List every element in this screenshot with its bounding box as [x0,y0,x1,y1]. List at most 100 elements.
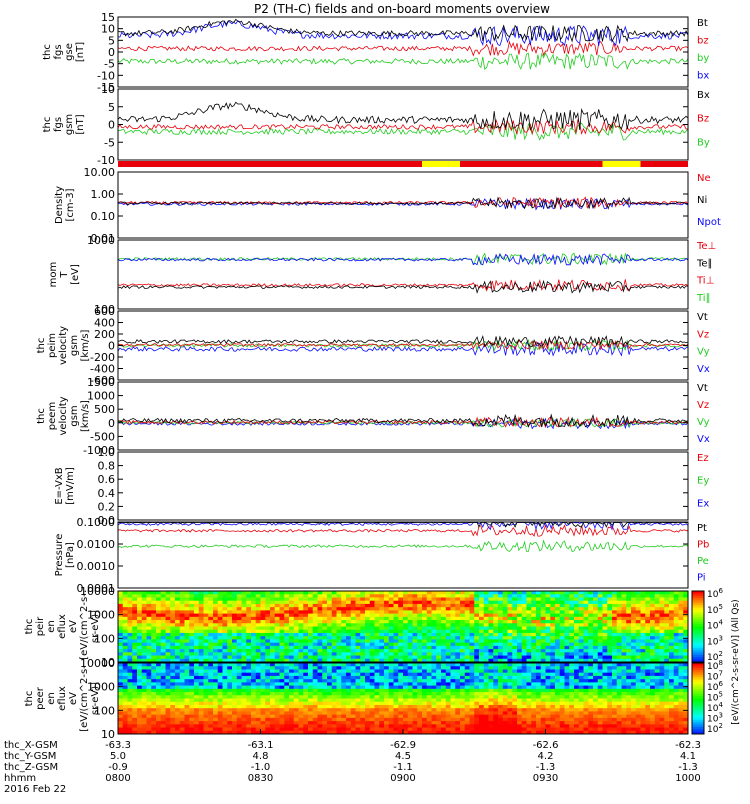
spectrogram-cell [185,721,190,725]
spectrogram-cell [375,699,380,703]
spectrogram-cell [327,636,332,640]
spectrogram-cell [156,649,161,653]
spectrogram-cell [261,610,266,614]
spectrogram-cell [322,636,327,640]
spectrogram-cell [284,601,289,605]
spectrogram-cell [308,692,313,696]
spectrogram-cell [265,702,270,706]
spectrogram-cell [417,711,422,715]
spectrogram-cell [517,711,522,715]
spectrogram-cell [128,682,133,686]
spectrogram-cell [280,610,285,614]
spectrogram-cell [379,676,384,680]
spectrogram-cell [280,639,285,643]
spectrogram-cell [389,649,394,653]
spectrogram-cell [194,639,199,643]
spectrogram-cell [251,679,256,683]
spectrogram-cell [375,695,380,699]
spectrogram-cell [360,639,365,643]
spectrogram-cell [660,591,665,595]
spectrogram-cell [389,666,394,670]
spectrogram-cell [384,679,389,683]
spectrogram-cell [588,597,593,601]
spectrogram-cell [308,666,313,670]
spectrogram-cell [346,591,351,595]
spectrogram-cell [565,666,570,670]
spectrogram-cell [313,718,318,722]
spectrogram-cell [622,630,627,634]
spectrogram-cell [351,689,356,693]
spectrogram-cell [175,636,180,640]
spectrogram-cell [360,649,365,653]
spectrogram-cell [365,620,370,624]
spectrogram-cell [346,652,351,656]
spectrogram-cell [322,666,327,670]
spectrogram-cell [432,721,437,725]
spectrogram-cell [413,711,418,715]
spectrogram-cell [142,682,147,686]
spectrogram-cell [636,649,641,653]
spectrogram-cell [674,614,679,618]
spectrogram-cell [569,627,574,631]
spectrogram-cell [436,728,441,732]
spectrogram-cell [318,666,323,670]
spectrogram-cell [161,676,166,680]
spectrogram-cell [356,705,361,709]
spectrogram-cell [527,728,532,732]
spectrogram-cell [493,711,498,715]
spectrogram-cell [436,705,441,709]
spectrogram-cell [308,711,313,715]
spectrogram-cell [550,607,555,611]
spectrogram-cell [441,689,446,693]
spectrogram-cell [213,682,218,686]
spectrogram-cell [251,649,256,653]
spectrogram-cell [261,699,266,703]
spectrogram-cell [370,656,375,660]
spectrogram-cell [332,699,337,703]
spectrogram-cell [137,692,142,696]
spectrogram-cell [612,630,617,634]
spectrogram-cell [251,607,256,611]
spectrogram-cell [565,686,570,690]
spectrogram-cell [417,718,422,722]
spectrogram-cell [417,597,422,601]
spectrogram-cell [384,692,389,696]
spectrogram-cell [332,649,337,653]
spectrogram-cell [470,614,475,618]
spectrogram-cell [522,636,527,640]
spectrogram-cell [398,614,403,618]
spectrogram-cell [626,649,631,653]
spectrogram-cell [436,601,441,605]
spectrogram-cell [493,689,498,693]
spectrogram-cell [246,695,251,699]
spectrogram-cell [512,692,517,696]
spectrogram-cell [204,669,209,673]
spectrogram-cell [569,636,574,640]
spectrogram-cell [299,699,304,703]
spectrogram-cell [436,652,441,656]
spectrogram-cell [398,639,403,643]
spectrogram-cell [189,679,194,683]
spectrogram-cell [598,652,603,656]
spectrogram-cell [427,715,432,719]
spectrogram-cell [498,686,503,690]
spectrogram-cell [550,639,555,643]
spectrogram-cell [560,686,565,690]
spectrogram-cell [527,594,532,598]
spectrogram-cell [303,702,308,706]
spectrogram-cell [313,597,318,601]
spectrogram-cell [275,721,280,725]
spectrogram-cell [351,669,356,673]
spectrogram-cell [527,711,532,715]
spectrogram-cell [569,597,574,601]
spectrogram-cell [327,682,332,686]
spectrogram-cell [194,724,199,728]
spectrogram-cell [341,679,346,683]
spectrogram-cell [151,601,156,605]
spectrogram-cell [256,620,261,624]
spectrogram-cell [303,604,308,608]
spectrogram-cell [408,724,413,728]
spectrogram-cell [398,601,403,605]
spectrogram-cell [370,708,375,712]
